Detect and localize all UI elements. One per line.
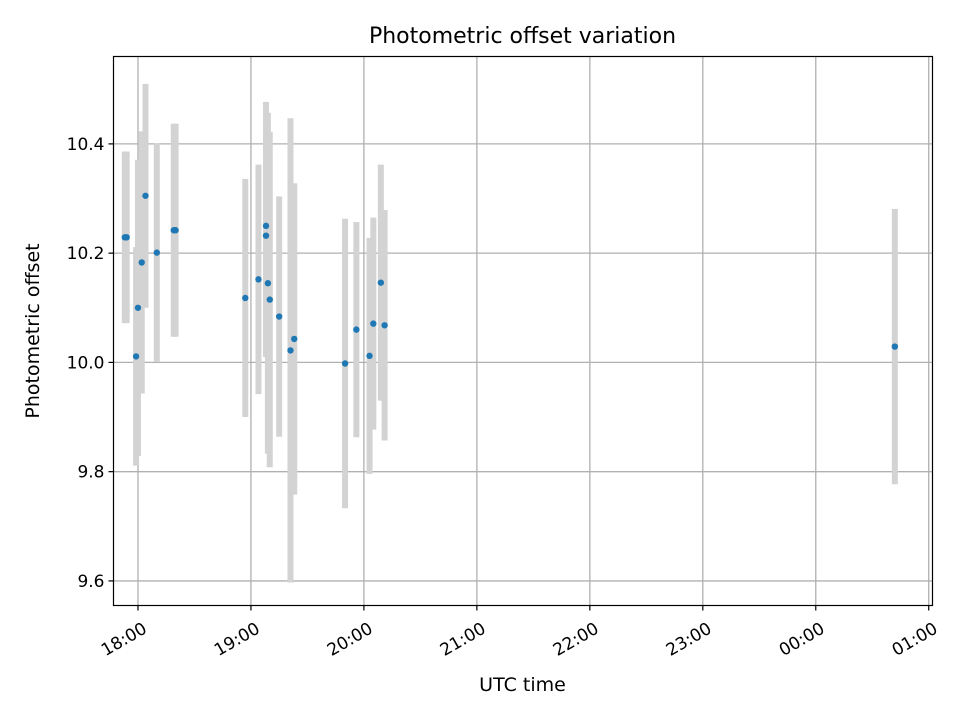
data-points [121, 192, 899, 367]
chart-title: Photometric offset variation [369, 24, 676, 49]
data-point [153, 249, 161, 256]
data-point [142, 192, 149, 199]
plot-area-frame [112, 55, 934, 607]
grid-lines [113, 56, 933, 606]
data-point [172, 227, 179, 234]
y-tick-label: 9.8 [77, 463, 104, 483]
data-point [132, 353, 140, 360]
data-point [242, 294, 249, 302]
data-point [353, 326, 360, 333]
data-point [262, 232, 270, 239]
x-axis-label: UTC time [479, 674, 566, 696]
data-point [255, 276, 262, 283]
y-tick-label: 10.2 [67, 244, 105, 264]
data-point [341, 360, 349, 367]
data-point [134, 304, 142, 311]
data-point [264, 280, 272, 287]
data-point [123, 234, 130, 241]
data-point [891, 343, 899, 350]
y-axis-ticks: 9.6 9.8 10.0 10.2 10.4 [67, 135, 114, 592]
y-tick-label: 9.6 [77, 572, 104, 592]
y-tick-label: 10.0 [67, 353, 105, 373]
data-point [262, 222, 270, 230]
data-point [287, 347, 294, 354]
data-point [138, 259, 145, 266]
data-point [291, 335, 298, 343]
data-point [381, 322, 388, 329]
data-point [275, 313, 283, 320]
data-point [266, 296, 273, 303]
y-tick-label: 10.4 [67, 135, 105, 155]
data-point [377, 279, 385, 286]
y-axis-label: Photometric offset [22, 243, 44, 418]
data-point [370, 320, 377, 327]
data-point [366, 352, 373, 360]
